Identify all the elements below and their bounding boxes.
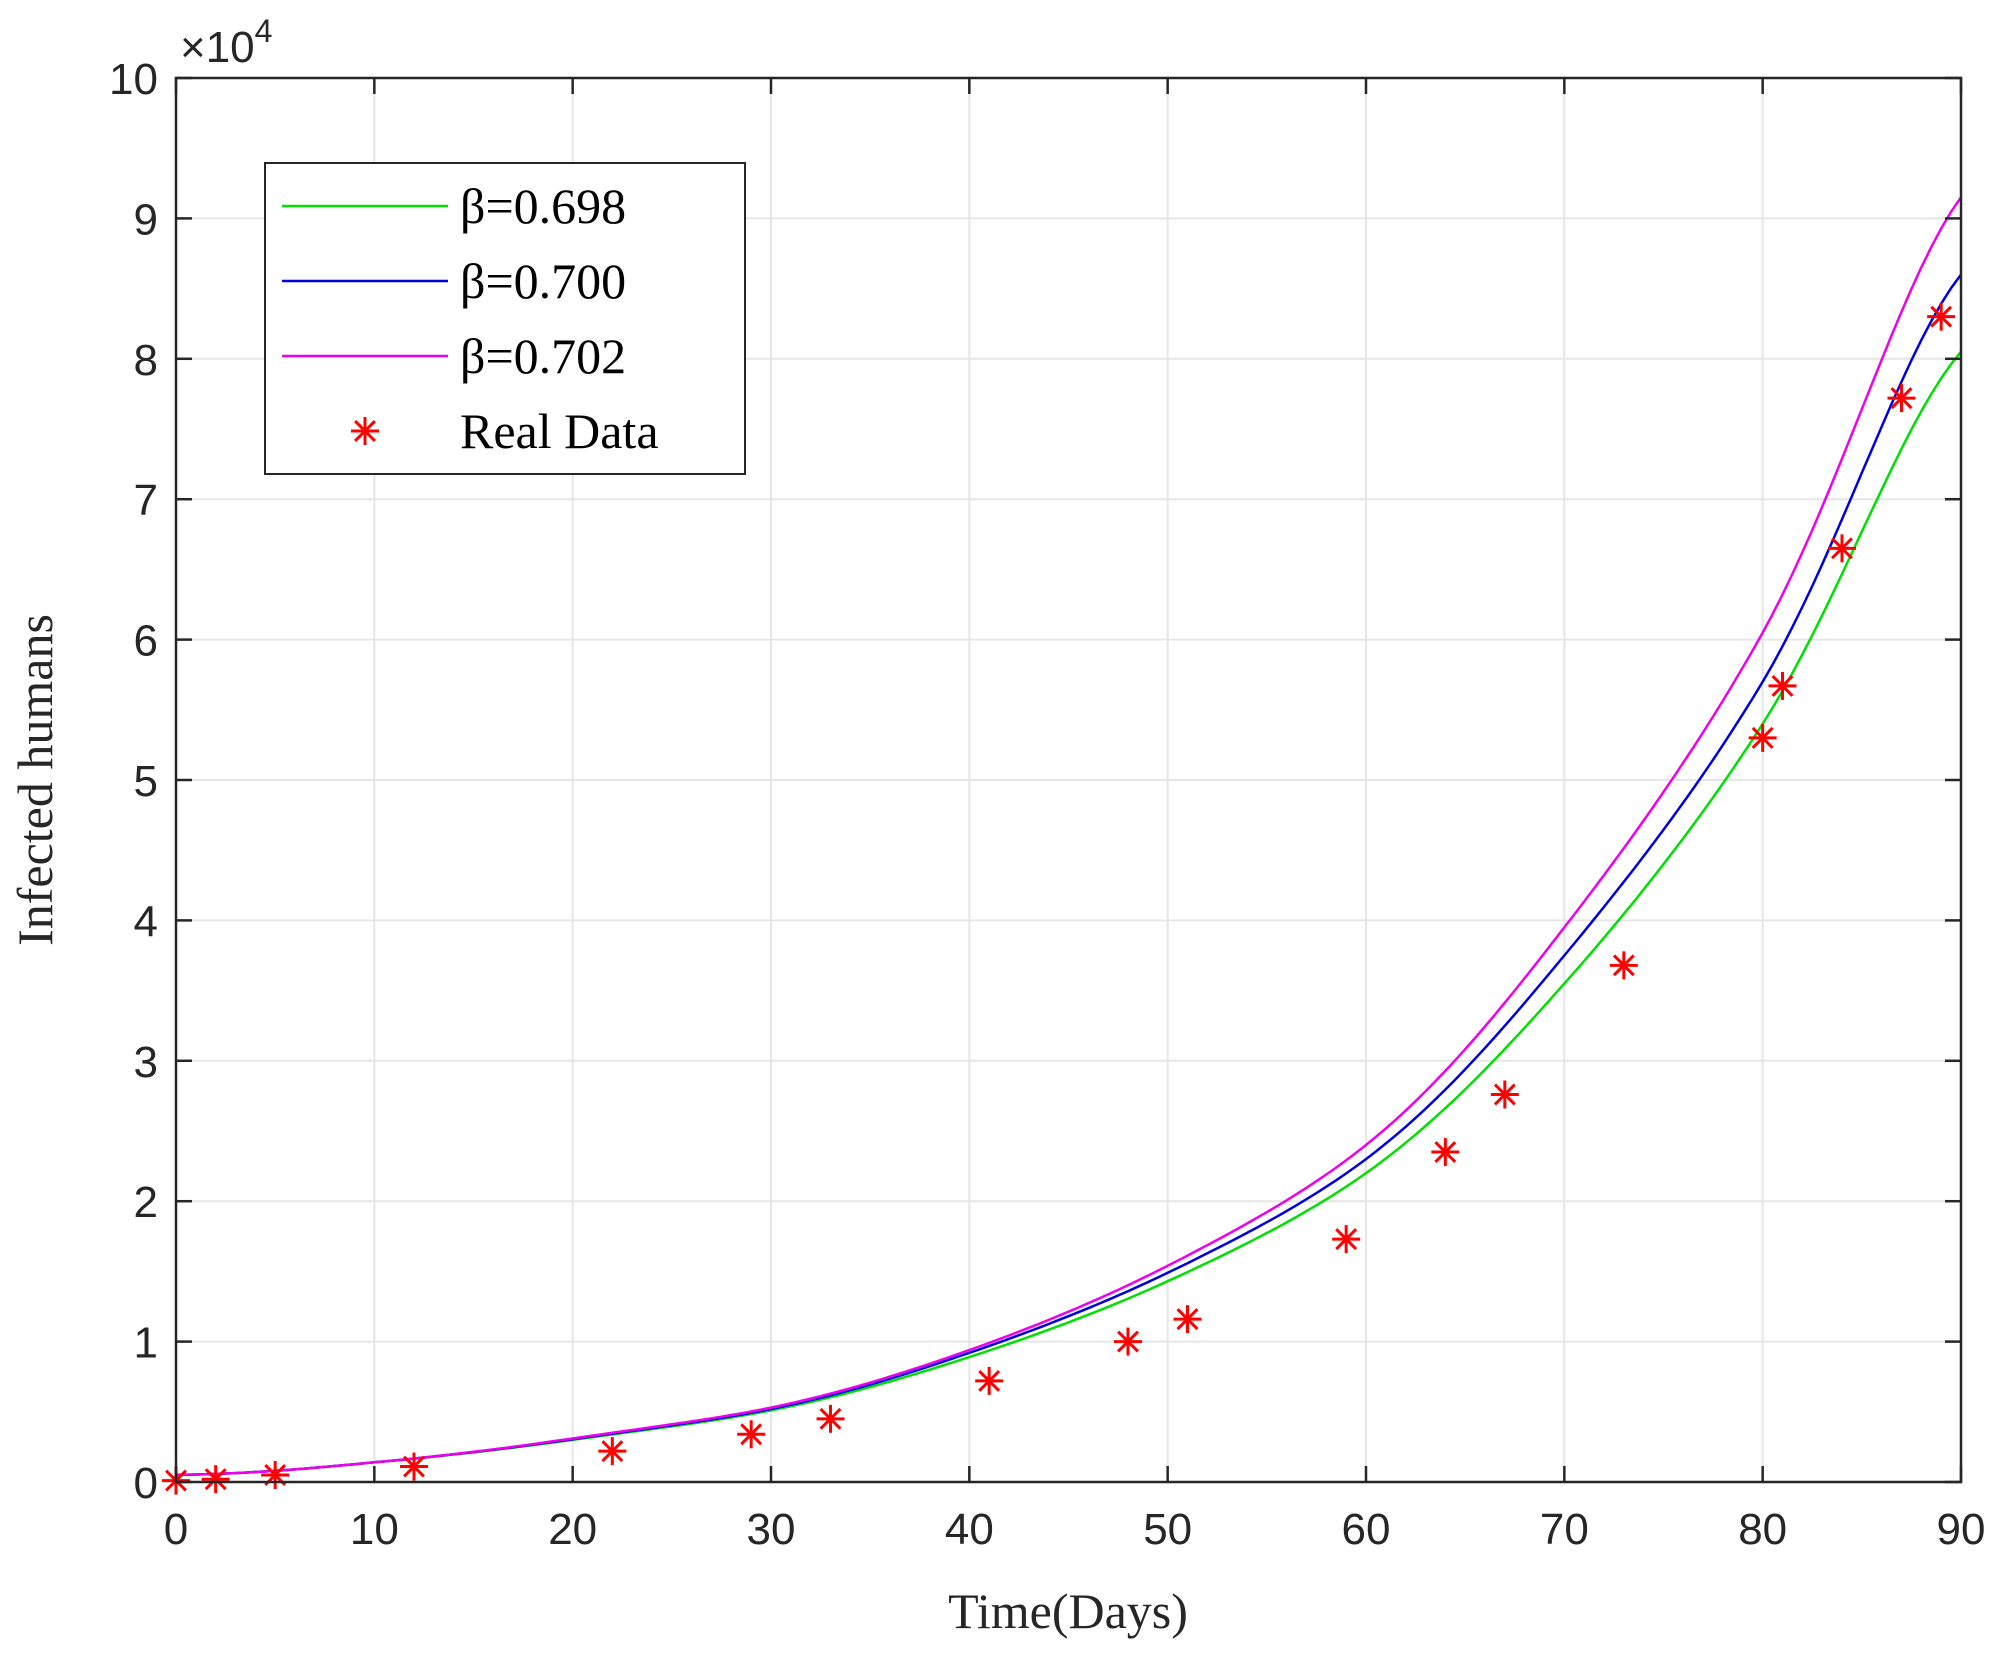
- y-tick-label: 6: [134, 617, 158, 666]
- x-tick-label: 30: [747, 1505, 796, 1554]
- asterisk-stroke: [204, 1468, 227, 1491]
- y-tick-label: 0: [134, 1459, 158, 1508]
- y-tick-label: 8: [134, 336, 158, 385]
- x-tick-label: 40: [945, 1505, 994, 1554]
- series-line-2: [175, 196, 1963, 1477]
- asterisk-stroke: [978, 1369, 1001, 1392]
- asterisk-stroke: [819, 1407, 842, 1430]
- data-point: [737, 1420, 766, 1449]
- data-point: [1332, 1225, 1361, 1254]
- legend-label-0: β=0.698: [460, 178, 626, 234]
- asterisk-stroke: [403, 1455, 425, 1478]
- plot-frame: [174, 76, 1963, 1484]
- data-point: [1490, 1080, 1519, 1109]
- asterisk-stroke: [1117, 1330, 1139, 1353]
- asterisk-stroke: [1176, 1308, 1199, 1331]
- data-point: [1748, 723, 1777, 752]
- legend-label-1: β=0.700: [460, 253, 626, 309]
- data-point: [598, 1437, 627, 1466]
- x-tick-label: 20: [548, 1505, 597, 1554]
- legend-box: [264, 162, 746, 475]
- x-tick-label: 50: [1143, 1505, 1192, 1554]
- y-tick-label: 5: [134, 757, 158, 806]
- data-point: [1173, 1305, 1202, 1334]
- x-tick-label: 10: [350, 1505, 399, 1554]
- data-point: [1609, 951, 1638, 980]
- x-axis-label: Time(Days): [948, 1583, 1188, 1639]
- legend-marker: [351, 417, 379, 445]
- data-point: [1828, 534, 1856, 563]
- asterisk-stroke: [740, 1423, 763, 1446]
- data-point: [1431, 1138, 1460, 1167]
- data-point: [400, 1452, 428, 1481]
- data-point: [1887, 384, 1916, 413]
- legend: β=0.698 β=0.700 β=0.702 Real Data: [264, 162, 746, 475]
- x-tick-label: 90: [1937, 1505, 1986, 1554]
- y-exponent-label: ×104: [180, 13, 272, 72]
- asterisk-stroke: [1493, 1083, 1516, 1106]
- asterisk-stroke: [1434, 1141, 1457, 1164]
- y-tick-label: 1: [134, 1319, 158, 1368]
- asterisk-stroke: [1930, 305, 1953, 328]
- axes: 0 10 20 30 40 50 60 70 80 90 0 1 2 3 4 5 6 7 8 9 10: [109, 55, 1985, 1554]
- asterisk-stroke: [1831, 537, 1853, 560]
- data-point: [1114, 1327, 1142, 1356]
- x-tick-label: 80: [1738, 1505, 1787, 1554]
- y-tick-label: 7: [134, 476, 158, 525]
- y-tick-label: 2: [134, 1178, 158, 1227]
- data-point: [1927, 302, 1956, 331]
- asterisk-stroke: [1890, 387, 1913, 410]
- asterisk-stroke: [1751, 726, 1774, 749]
- data-point: [1768, 671, 1797, 700]
- asterisk-stroke: [1335, 1228, 1358, 1251]
- asterisk-stroke: [1771, 674, 1794, 697]
- x-tick-label: 0: [164, 1505, 188, 1554]
- y-tick-label: 3: [134, 1038, 158, 1087]
- legend-label-2: β=0.702: [460, 328, 626, 384]
- y-tick-label: 9: [134, 195, 158, 244]
- data-point: [261, 1460, 290, 1489]
- series-layer: [162, 196, 1963, 1495]
- y-axis-label: Infected humans: [7, 614, 63, 946]
- x-tick-label: 60: [1342, 1505, 1391, 1554]
- asterisk-stroke: [354, 420, 376, 442]
- x-tick-label: 70: [1540, 1505, 1589, 1554]
- data-point: [816, 1404, 845, 1433]
- asterisk-stroke: [601, 1440, 624, 1463]
- legend-label-3: Real Data: [460, 403, 659, 459]
- data-point: [201, 1465, 230, 1494]
- asterisk-stroke: [1612, 954, 1635, 977]
- y-tick-label: 10: [109, 55, 158, 104]
- y-tick-label: 4: [134, 897, 158, 946]
- data-point: [975, 1366, 1004, 1395]
